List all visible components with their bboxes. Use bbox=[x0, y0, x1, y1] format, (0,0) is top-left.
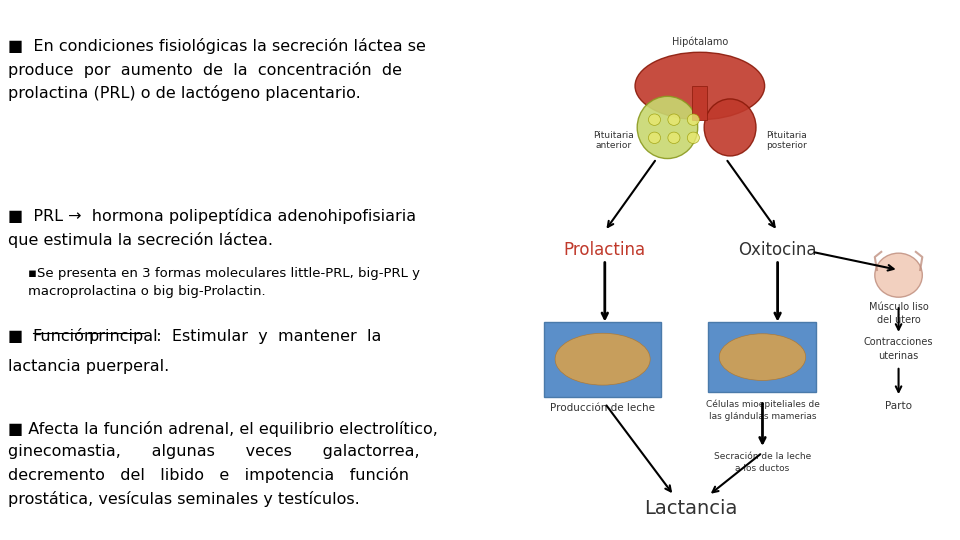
Text: ▪Se presenta en 3 formas moleculares little-PRL, big-PRL y
macroprolactina o big: ▪Se presenta en 3 formas moleculares lit… bbox=[28, 267, 420, 298]
Ellipse shape bbox=[636, 52, 764, 120]
Bar bbox=[544, 322, 660, 397]
Ellipse shape bbox=[555, 333, 650, 385]
Text: :  Estimular  y  mantener  la: : Estimular y mantener la bbox=[146, 329, 382, 345]
Text: Función: Función bbox=[33, 329, 95, 345]
Text: ■: ■ bbox=[8, 329, 33, 345]
Ellipse shape bbox=[668, 114, 680, 125]
Text: ■  PRL →  hormona polipeptídica adenohipofisiaria
que estimula la secreción láct: ■ PRL → hormona polipeptídica adenohipof… bbox=[8, 208, 416, 248]
Bar bbox=[708, 322, 816, 392]
Text: lactancia puerperal.: lactancia puerperal. bbox=[8, 359, 169, 374]
Ellipse shape bbox=[705, 99, 756, 156]
Ellipse shape bbox=[668, 132, 680, 144]
Ellipse shape bbox=[637, 96, 698, 159]
Text: Hipótalamo: Hipótalamo bbox=[672, 37, 728, 47]
Text: ■  En condiciones fisiológicas la secreción láctea se
produce  por  aumento  de : ■ En condiciones fisiológicas la secreci… bbox=[8, 38, 425, 102]
Text: principal: principal bbox=[88, 329, 158, 345]
Text: Producción de leche: Producción de leche bbox=[550, 403, 655, 413]
Ellipse shape bbox=[648, 114, 660, 125]
Text: Parto: Parto bbox=[885, 401, 912, 410]
Text: Secración de la leche
a los ductos: Secración de la leche a los ductos bbox=[714, 453, 811, 473]
Text: Músculo liso
del útero: Músculo liso del útero bbox=[869, 302, 928, 325]
Text: Pituitaria
anterior: Pituitaria anterior bbox=[593, 131, 634, 150]
Text: Prolactina: Prolactina bbox=[564, 241, 646, 260]
Ellipse shape bbox=[875, 253, 923, 297]
Ellipse shape bbox=[687, 114, 700, 125]
Text: ■ Afecta la función adrenal, el equilibrio electrolítico,
ginecomastia,      alg: ■ Afecta la función adrenal, el equilibr… bbox=[8, 421, 438, 507]
Text: Contracciones
uterinas: Contracciones uterinas bbox=[864, 338, 933, 361]
Text: Células mioepiteliales de
las glándulas mamerias: Células mioepiteliales de las glándulas … bbox=[706, 400, 820, 421]
Ellipse shape bbox=[719, 334, 805, 380]
Ellipse shape bbox=[648, 132, 660, 144]
Text: Pituitaria
posterior: Pituitaria posterior bbox=[766, 131, 806, 150]
Bar bbox=[692, 86, 708, 120]
Text: Oxitocina: Oxitocina bbox=[738, 241, 817, 260]
Text: Lactancia: Lactancia bbox=[644, 499, 738, 518]
Ellipse shape bbox=[687, 132, 700, 144]
